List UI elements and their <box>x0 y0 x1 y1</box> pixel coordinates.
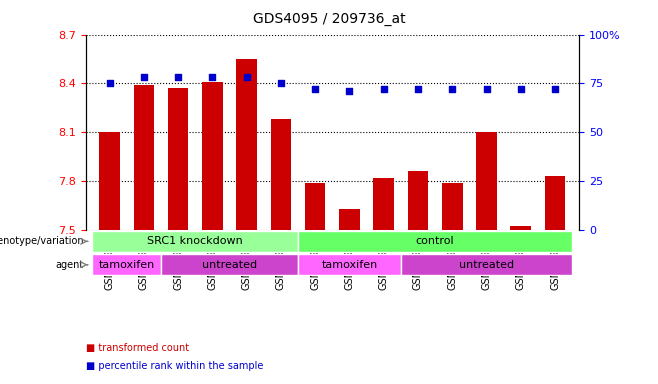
Bar <box>442 182 463 230</box>
Point <box>344 88 355 94</box>
Bar <box>236 59 257 230</box>
Bar <box>134 85 154 230</box>
Text: ■ transformed count: ■ transformed count <box>86 343 189 353</box>
Bar <box>202 82 222 230</box>
Point <box>139 74 149 81</box>
Bar <box>99 132 120 230</box>
FancyBboxPatch shape <box>161 254 298 275</box>
Point <box>173 74 184 81</box>
Bar <box>305 182 326 230</box>
Bar <box>476 132 497 230</box>
Bar <box>373 178 394 230</box>
Point <box>413 86 423 92</box>
Text: ■ percentile rank within the sample: ■ percentile rank within the sample <box>86 361 263 371</box>
FancyBboxPatch shape <box>401 254 572 275</box>
Bar <box>545 176 565 230</box>
Point <box>310 86 320 92</box>
Point <box>447 86 457 92</box>
Point <box>241 74 252 81</box>
FancyBboxPatch shape <box>298 254 401 275</box>
Bar <box>270 119 291 230</box>
Bar <box>339 209 360 230</box>
Text: untreated: untreated <box>459 260 514 270</box>
Text: GDS4095 / 209736_at: GDS4095 / 209736_at <box>253 12 405 25</box>
Text: control: control <box>416 237 455 247</box>
Text: genotype/variation: genotype/variation <box>0 237 84 247</box>
Point <box>550 86 561 92</box>
Point <box>207 74 218 81</box>
Text: agent: agent <box>55 260 84 270</box>
Point <box>515 86 526 92</box>
Bar <box>168 88 188 230</box>
Text: untreated: untreated <box>202 260 257 270</box>
Point <box>481 86 492 92</box>
FancyBboxPatch shape <box>92 231 298 252</box>
Bar <box>511 227 531 230</box>
Point <box>104 80 114 86</box>
Text: tamoxifen: tamoxifen <box>321 260 378 270</box>
Point <box>378 86 389 92</box>
Bar <box>408 171 428 230</box>
Text: SRC1 knockdown: SRC1 knockdown <box>147 237 243 247</box>
FancyBboxPatch shape <box>92 254 161 275</box>
Text: tamoxifen: tamoxifen <box>99 260 155 270</box>
FancyBboxPatch shape <box>298 231 572 252</box>
Point <box>276 80 286 86</box>
